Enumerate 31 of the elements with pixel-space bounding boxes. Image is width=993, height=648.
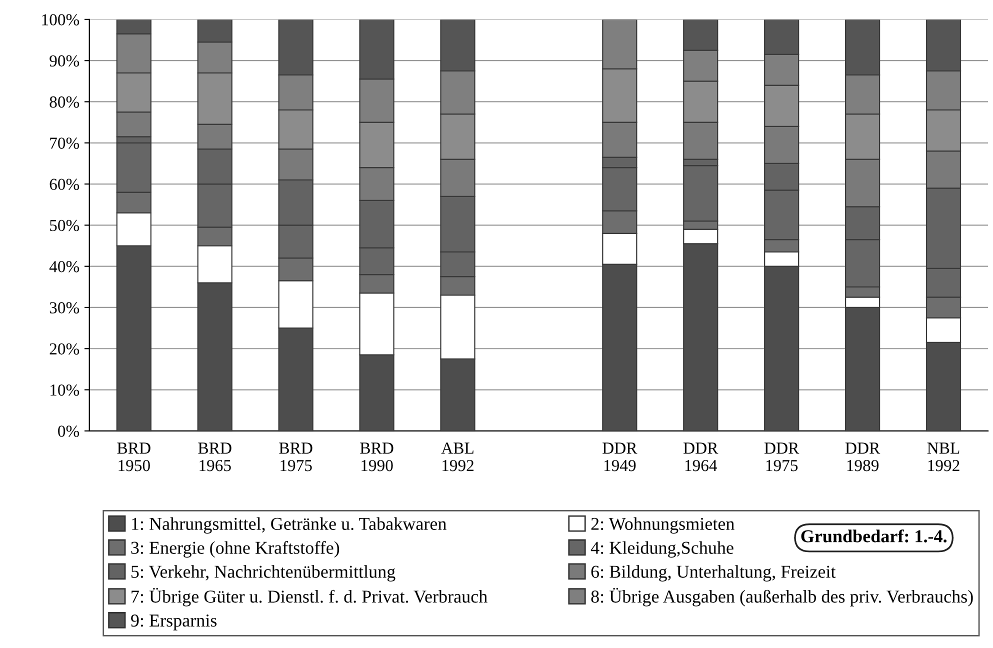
y-tick-label: 90% bbox=[50, 55, 80, 67]
y-tick-label: 20% bbox=[50, 343, 80, 355]
y-tick-label: 70% bbox=[50, 138, 80, 149]
legend-label: 5: Verkehr, Nachrichtenübermittlung bbox=[131, 565, 396, 582]
y-tick-label: 0% bbox=[58, 426, 80, 437]
x-tick-label: DDR 1975 bbox=[764, 442, 800, 472]
x-tick-label: ABL 1992 bbox=[441, 442, 474, 472]
x-tick-label: BRD 1975 bbox=[279, 442, 312, 472]
y-tick-label: 80% bbox=[50, 96, 80, 108]
legend-label: 9: Ersparnis bbox=[131, 614, 217, 630]
x-tick-label: NBL 1992 bbox=[927, 442, 960, 472]
x-tick-label: BRD 1965 bbox=[198, 442, 232, 472]
legend-label: 3: Energie (ohne Kraftstoffe) bbox=[131, 541, 340, 558]
x-tick-label: DDR 1964 bbox=[684, 442, 718, 472]
legend-label: 4: Kleidung,Schuhe bbox=[590, 541, 734, 558]
y-tick-label: 10% bbox=[50, 384, 80, 396]
y-tick-label: 100% bbox=[42, 14, 80, 26]
x-tick-label: BRD 1990 bbox=[360, 442, 394, 472]
y-tick-label: 40% bbox=[49, 261, 80, 272]
x-tick-label: DDR 1949 bbox=[602, 442, 638, 472]
legend-label: 6: Bildung, Unterhaltung, Freizeit bbox=[591, 565, 836, 582]
x-tick-label: DDR 1989 bbox=[845, 442, 880, 472]
x-tick-label: BRD 1950 bbox=[117, 442, 150, 472]
legend-label: 8: Übrige Ausgaben (außerhalb des priv. Verbrauchs) bbox=[591, 588, 973, 606]
legend-label: 1: Nahrungsmittel, Getränke u. Tabakwaren bbox=[132, 517, 446, 534]
y-tick-label: 30% bbox=[50, 302, 80, 314]
y-tick-label: 50% bbox=[50, 220, 80, 232]
text: Grundbedarf: 1.-4. bbox=[801, 529, 947, 542]
legend-label: 7: Übrige Güter u. Dienstl. f. d. Privat. Verbrauch bbox=[132, 588, 488, 606]
y-tick-label: 60% bbox=[50, 178, 80, 190]
legend-label: 2: Wohnungsmieten bbox=[591, 517, 734, 534]
